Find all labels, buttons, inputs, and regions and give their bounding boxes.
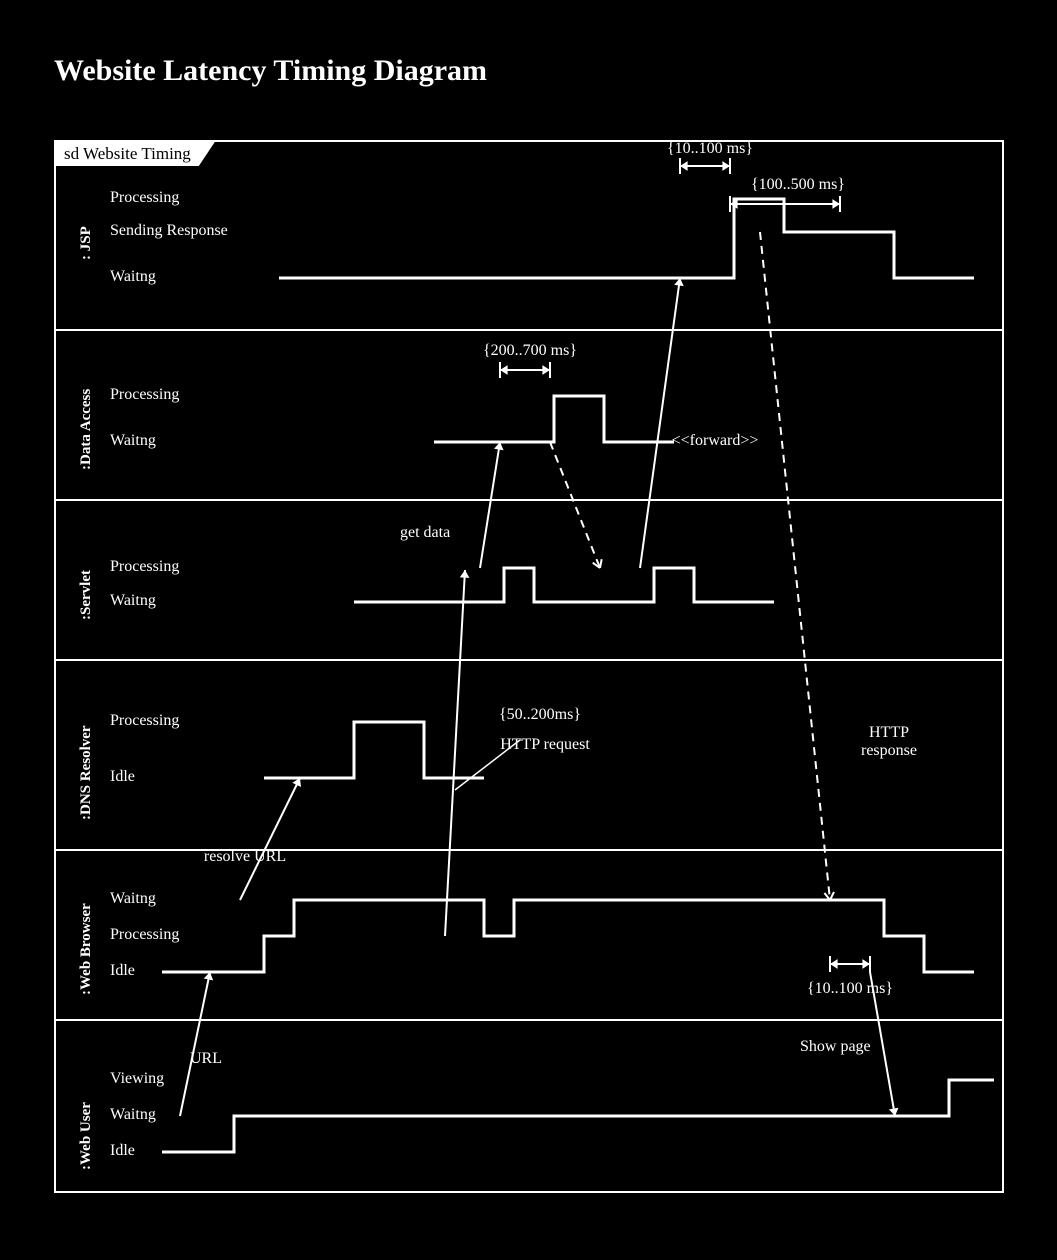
constraint-c1: {10..100 ms} — [660, 140, 760, 158]
message-m1: get data — [400, 524, 450, 542]
timing-diagram-canvas: Website Latency Timing Diagram sd Websit… — [0, 0, 1057, 1260]
constraint-c4: {50..200ms} — [490, 706, 590, 724]
constraint-c3: {200..700 ms} — [480, 342, 580, 360]
lane-label-browser: :Web Browser — [78, 903, 95, 995]
lane-label-user: :Web User — [78, 1102, 95, 1170]
state-servlet-1: Waitng — [110, 592, 156, 610]
lane-label-servlet: :Servlet — [78, 570, 95, 620]
lane-label-data: :Data Access — [78, 389, 95, 470]
sequence-frame: sd Website Timing — [54, 140, 1004, 1193]
lane-label-dns: :DNS Resolver — [78, 725, 95, 820]
state-jsp-1: Sending Response — [110, 222, 228, 240]
message-m4: HTTP request — [500, 736, 590, 754]
message-m6: URL — [190, 1050, 222, 1068]
state-data-0: Processing — [110, 386, 179, 404]
state-jsp-2: Waitng — [110, 268, 156, 286]
state-browser-2: Idle — [110, 962, 135, 980]
lane-label-jsp: : JSP — [78, 226, 95, 260]
sequence-frame-label: sd Website Timing — [56, 142, 215, 166]
constraint-c2: {100..500 ms} — [748, 176, 848, 194]
message-m7: Show page — [800, 1038, 871, 1056]
state-browser-0: Waitng — [110, 890, 156, 908]
state-user-1: Waitng — [110, 1106, 156, 1124]
state-jsp-0: Processing — [110, 189, 179, 207]
state-browser-1: Processing — [110, 926, 179, 944]
diagram-title: Website Latency Timing Diagram — [54, 54, 487, 88]
message-m3: resolve URL — [200, 848, 290, 866]
state-data-1: Waitng — [110, 432, 156, 450]
message-m2: <<forward>> — [670, 432, 760, 450]
constraint-c5: {10..100 ms} — [800, 980, 900, 998]
state-user-2: Idle — [110, 1142, 135, 1160]
state-user-0: Viewing — [110, 1070, 164, 1088]
state-dns-1: Idle — [110, 768, 135, 786]
message-m5: HTTP response — [844, 724, 934, 759]
state-dns-0: Processing — [110, 712, 185, 730]
state-servlet-0: Processing — [110, 558, 179, 576]
